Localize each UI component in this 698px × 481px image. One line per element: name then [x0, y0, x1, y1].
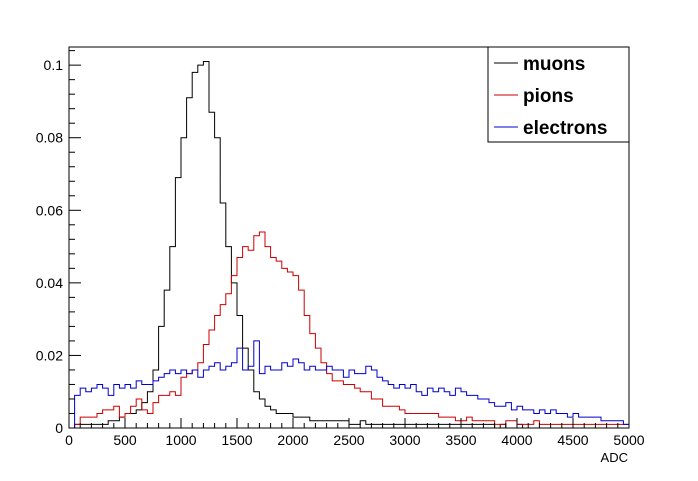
x-axis-label: ADC — [601, 450, 628, 465]
legend-label-electrons: electrons — [523, 118, 607, 139]
series-line-electrons — [69, 340, 629, 429]
x-tick-label: 2500 — [333, 432, 364, 448]
x-tick-label: 4500 — [557, 432, 588, 448]
y-tick-label: 0.08 — [36, 130, 63, 146]
x-axis: 0 500 1000 1500 2000 2500 3000 3500 4000 4500 5000 — [65, 418, 645, 448]
x-tick-label: 1000 — [165, 432, 196, 448]
series-layer — [69, 61, 629, 429]
x-tick-label: 2000 — [277, 432, 308, 448]
x-tick-label: 3500 — [445, 432, 476, 448]
y-tick-label: 0.06 — [36, 202, 63, 218]
series-line-pions — [69, 231, 629, 429]
x-tick-label: 4000 — [501, 432, 532, 448]
x-tick-label: 5000 — [613, 432, 644, 448]
x-tick-label: 0 — [65, 432, 73, 448]
series-line-muons — [69, 61, 629, 429]
y-tick-label: 0 — [55, 420, 63, 436]
x-tick-label: 500 — [113, 432, 137, 448]
x-tick-label: 1500 — [221, 432, 252, 448]
y-tick-label: 0.02 — [36, 347, 63, 363]
x-tick-label: 3000 — [389, 432, 420, 448]
y-tick-label: 0.1 — [44, 57, 64, 73]
y-axis: 0 0.02 0.04 0.06 0.08 0.1 — [36, 50, 81, 436]
legend-label-pions: pions — [523, 86, 574, 107]
legend-label-muons: muons — [523, 54, 585, 75]
y-tick-label: 0.04 — [36, 275, 63, 291]
legend: muons pions electrons — [487, 46, 630, 143]
